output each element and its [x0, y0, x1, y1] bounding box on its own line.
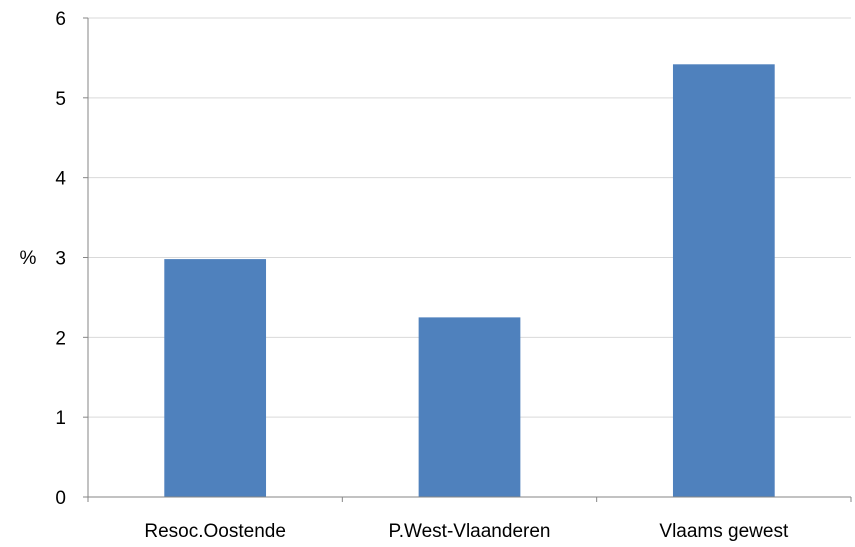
bar	[672, 64, 775, 497]
y-tick-label: 6	[55, 9, 66, 30]
labels: 0 1 2 3 4 5 6 Resoc.Oostende P.West-Vlaanderen Vl…	[55, 9, 789, 542]
y-axis-title: %	[20, 248, 37, 269]
y-tick-label: 4	[55, 169, 66, 190]
category-label: P.West-Vlaanderen	[389, 521, 551, 542]
y-tick-label: 0	[55, 488, 66, 509]
category-label: Vlaams gewest	[659, 521, 789, 542]
axes	[83, 17, 852, 502]
bar	[164, 259, 267, 497]
y-tick-label: 1	[55, 408, 66, 429]
y-tick-label: 5	[55, 89, 66, 110]
bar	[418, 317, 521, 497]
bars	[164, 64, 775, 497]
y-tick-label: 2	[55, 328, 66, 349]
y-tick-label: 3	[55, 249, 66, 270]
category-label: Resoc.Oostende	[144, 521, 286, 542]
